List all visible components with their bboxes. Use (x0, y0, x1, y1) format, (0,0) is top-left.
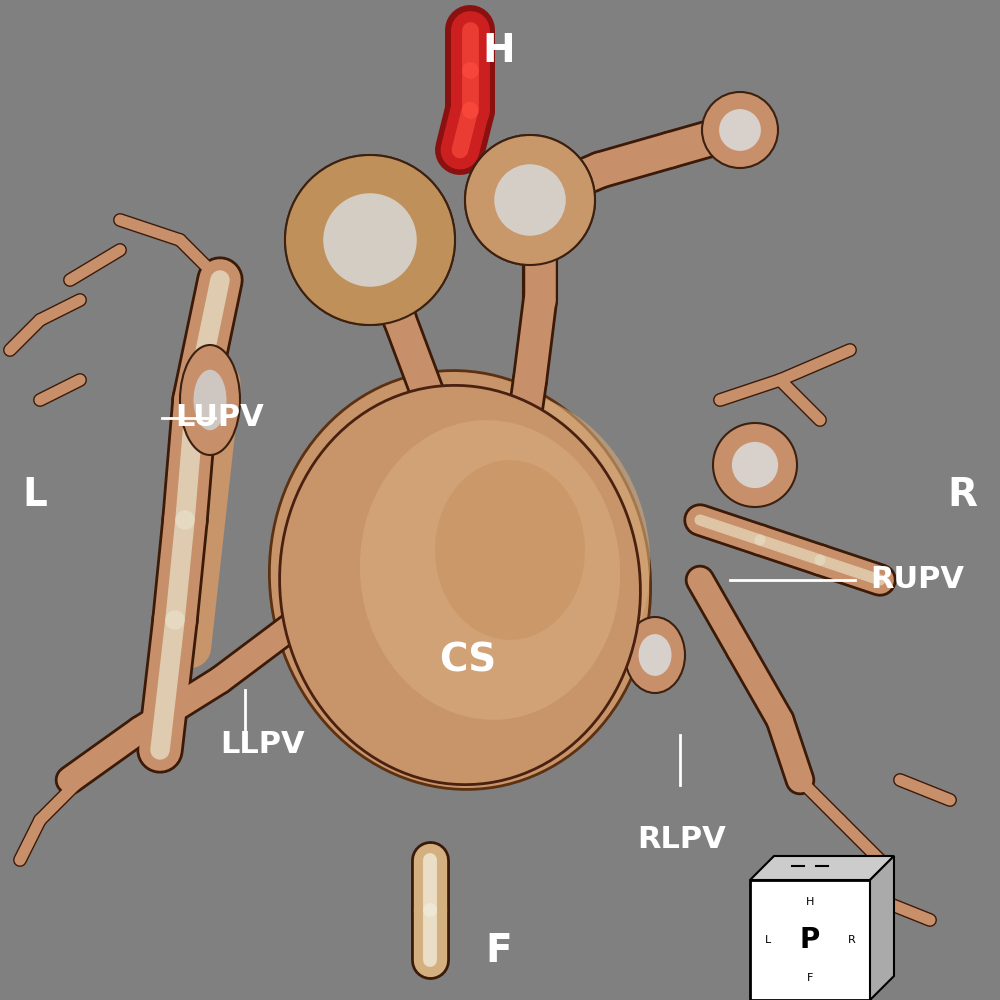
Ellipse shape (465, 135, 595, 265)
Text: F: F (807, 973, 813, 983)
Text: R: R (848, 935, 856, 945)
Ellipse shape (625, 617, 685, 693)
Ellipse shape (639, 634, 672, 676)
Text: H: H (806, 897, 814, 907)
Ellipse shape (285, 155, 455, 325)
Ellipse shape (180, 345, 240, 455)
FancyBboxPatch shape (750, 880, 870, 1000)
Ellipse shape (465, 135, 595, 265)
Ellipse shape (323, 193, 417, 287)
Text: LUPV: LUPV (175, 403, 264, 432)
Ellipse shape (269, 371, 651, 789)
Text: L: L (765, 935, 771, 945)
Text: L: L (22, 476, 47, 514)
Ellipse shape (194, 370, 226, 430)
Text: P: P (800, 926, 820, 954)
Ellipse shape (713, 423, 797, 507)
Ellipse shape (280, 385, 640, 785)
Polygon shape (750, 856, 894, 880)
Ellipse shape (285, 155, 455, 325)
Text: LLPV: LLPV (220, 730, 305, 759)
Text: RLPV: RLPV (637, 825, 726, 854)
Ellipse shape (360, 420, 620, 720)
Ellipse shape (323, 193, 417, 287)
Text: F: F (486, 932, 512, 970)
Text: CS: CS (439, 641, 497, 679)
Ellipse shape (435, 460, 585, 640)
Ellipse shape (350, 390, 650, 730)
Text: H: H (483, 32, 515, 70)
Ellipse shape (494, 164, 566, 236)
Ellipse shape (719, 109, 761, 151)
Polygon shape (870, 856, 894, 1000)
Text: R: R (947, 476, 977, 514)
Ellipse shape (732, 442, 778, 488)
Ellipse shape (494, 164, 566, 236)
FancyArrowPatch shape (190, 383, 220, 647)
Text: RUPV: RUPV (870, 566, 964, 594)
Ellipse shape (702, 92, 778, 168)
